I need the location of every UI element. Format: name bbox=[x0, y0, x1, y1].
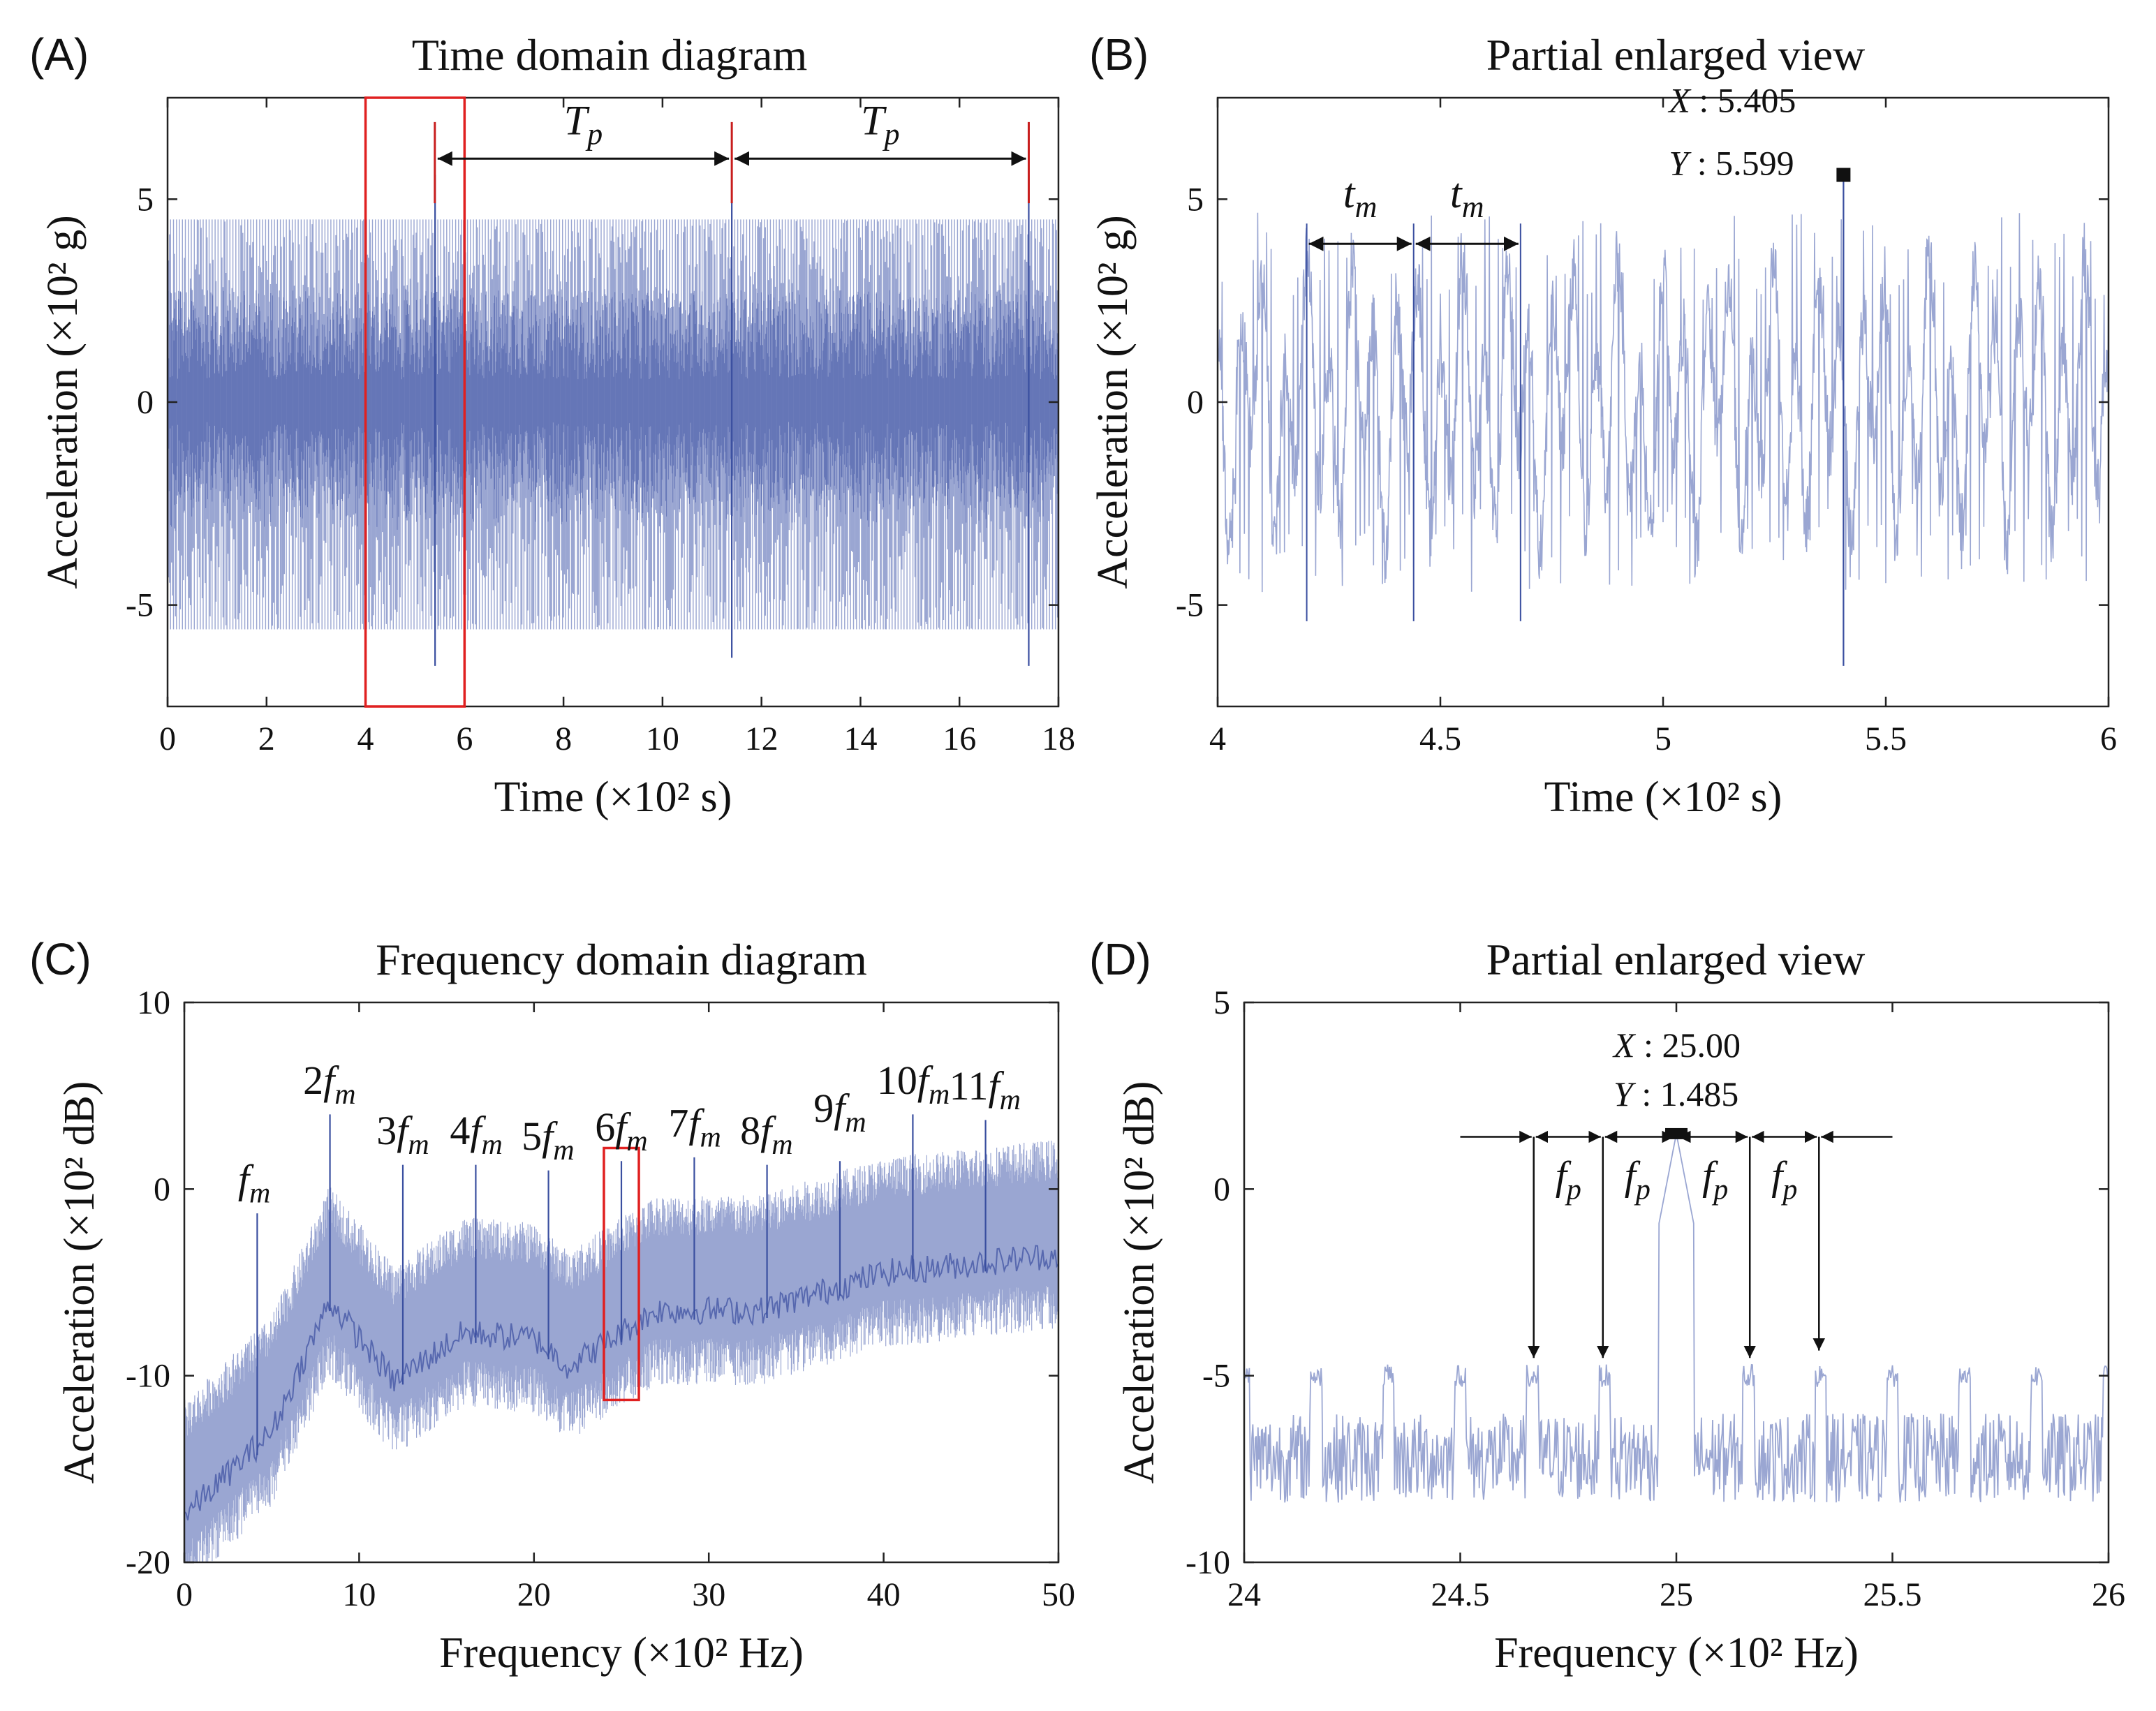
x-tick-label: 0 bbox=[159, 720, 176, 757]
panel-letter: (A) bbox=[29, 29, 89, 80]
x-tick-label: 2 bbox=[258, 720, 275, 757]
sideband-label: fp bbox=[1702, 1153, 1728, 1206]
x-tick-label: 5 bbox=[1655, 720, 1671, 757]
x-tick-label: 25 bbox=[1660, 1576, 1693, 1613]
y-axis-label: Acceleration (×10² dB) bbox=[1116, 1081, 1163, 1484]
y-tick-label: 5 bbox=[137, 181, 154, 218]
x-tick-label: 10 bbox=[342, 1576, 376, 1613]
sideband-label: fp bbox=[1556, 1153, 1581, 1206]
x-tick-label: 4.5 bbox=[1419, 720, 1461, 757]
x-tick-label: 5.5 bbox=[1865, 720, 1907, 757]
x-axis-label: Frequency (×10² Hz) bbox=[1494, 1629, 1859, 1677]
harmonic-label: 11fm bbox=[950, 1063, 1021, 1116]
x-tick-label: 12 bbox=[745, 720, 778, 757]
signal-trace bbox=[168, 175, 1058, 666]
x-tick-label: 40 bbox=[867, 1576, 901, 1613]
datatip-marker bbox=[1665, 1127, 1688, 1139]
harmonic-label: 8fm bbox=[740, 1108, 792, 1161]
x-tick-label: 6 bbox=[2100, 720, 2117, 757]
x-tick-label: 50 bbox=[1042, 1576, 1075, 1613]
y-tick-label: 5 bbox=[1187, 181, 1204, 218]
y-tick-label: -20 bbox=[126, 1544, 170, 1581]
zoom-region-box bbox=[603, 1146, 640, 1402]
datatip-x: X : 25.00 bbox=[1612, 1025, 1741, 1065]
x-tick-label: 10 bbox=[646, 720, 679, 757]
x-axis-label: Time (×10² s) bbox=[1544, 773, 1782, 821]
x-tick-label: 4 bbox=[357, 720, 374, 757]
chart-title: Partial enlarged view bbox=[1486, 30, 1866, 80]
y-axis-label: Acceleration (×10² g) bbox=[39, 215, 87, 589]
x-tick-label: 0 bbox=[176, 1576, 193, 1613]
x-tick-label: 26 bbox=[2092, 1576, 2125, 1613]
y-tick-label: 0 bbox=[137, 384, 154, 421]
sideband-label: fp bbox=[1771, 1153, 1797, 1206]
y-tick-label: -10 bbox=[126, 1358, 170, 1395]
datatip-x: X : 5.405 bbox=[1667, 81, 1796, 120]
signal-trace bbox=[1244, 1133, 2109, 1503]
x-tick-label: 25.5 bbox=[1863, 1576, 1922, 1613]
datatip-y: Y : 5.599 bbox=[1669, 144, 1794, 183]
x-tick-label: 14 bbox=[843, 720, 877, 757]
harmonic-label: 6fm bbox=[595, 1104, 647, 1157]
x-tick-label: 24.5 bbox=[1431, 1576, 1490, 1613]
harmonic-label: 7fm bbox=[668, 1100, 721, 1153]
harmonic-label: 5fm bbox=[522, 1113, 574, 1166]
y-tick-label: -5 bbox=[1202, 1358, 1230, 1395]
y-tick-label: 5 bbox=[1213, 984, 1230, 1021]
harmonic-label: 3fm bbox=[376, 1108, 429, 1161]
y-axis-label: Acceleration (×10² dB) bbox=[56, 1081, 103, 1484]
y-tick-label: -10 bbox=[1186, 1544, 1230, 1581]
harmonic-label: 9fm bbox=[813, 1086, 866, 1139]
chart-title: Frequency domain diagram bbox=[376, 935, 867, 984]
harmonic-label: fm bbox=[238, 1157, 270, 1210]
y-tick-label: 0 bbox=[1213, 1171, 1230, 1208]
x-tick-label: 8 bbox=[555, 720, 572, 757]
x-tick-label: 18 bbox=[1042, 720, 1075, 757]
panel-letter: (B) bbox=[1089, 29, 1149, 80]
x-axis-label: Frequency (×10² Hz) bbox=[439, 1629, 804, 1677]
datatip-marker bbox=[1836, 168, 1851, 182]
y-axis-label: Acceleration (×10² g) bbox=[1089, 215, 1137, 589]
y-tick-label: -5 bbox=[1176, 587, 1204, 624]
panel-b: (B) Partial enlarged view 4 4.5 5 5.5 6 -5 0 5 Tim… bbox=[1089, 29, 2117, 821]
plot-frame bbox=[183, 1001, 1060, 1564]
datatip-y: Y : 1.485 bbox=[1614, 1074, 1738, 1113]
y-tick-label: 0 bbox=[154, 1171, 170, 1208]
mesh-period-label: tm bbox=[1343, 170, 1377, 224]
harmonic-label: 10fm bbox=[877, 1058, 950, 1111]
x-tick-label: 6 bbox=[456, 720, 473, 757]
x-tick-label: 4 bbox=[1209, 720, 1226, 757]
chart-title: Time domain diagram bbox=[412, 30, 807, 80]
panel-letter: (C) bbox=[29, 934, 91, 984]
x-tick-label: 30 bbox=[692, 1576, 725, 1613]
panel-c: (C) Frequency domain diagram 0 10 20 30 40 50 -2… bbox=[29, 934, 1075, 1677]
zoom-region-box bbox=[364, 96, 466, 708]
panel-d: (D) Partial enlarged view 24 24.5 25 25.5 26 -1… bbox=[1089, 934, 2125, 1677]
mesh-period-label: tm bbox=[1450, 170, 1484, 224]
period-label: Tp bbox=[564, 97, 603, 151]
signal-trace bbox=[1218, 175, 2109, 666]
panel-a: (A) Time domain diagram 0 2 4 6 8 10 12 14 16 18 -5 0… bbox=[29, 29, 1075, 821]
y-tick-label: -5 bbox=[126, 587, 154, 624]
period-label: Tp bbox=[861, 97, 899, 151]
sideband-label: fp bbox=[1625, 1153, 1651, 1206]
x-tick-label: 24 bbox=[1227, 1576, 1261, 1613]
x-axis-label: Time (×10² s) bbox=[494, 773, 732, 821]
y-tick-label: 10 bbox=[137, 984, 170, 1021]
y-tick-label: 0 bbox=[1187, 384, 1204, 421]
chart-title: Partial enlarged view bbox=[1486, 935, 1866, 984]
x-tick-label: 16 bbox=[943, 720, 976, 757]
harmonic-label: 4fm bbox=[450, 1108, 502, 1161]
signal-trace bbox=[184, 1114, 1058, 1562]
harmonic-label: 2fm bbox=[303, 1058, 355, 1111]
x-tick-label: 20 bbox=[517, 1576, 551, 1613]
panel-letter: (D) bbox=[1089, 934, 1151, 984]
